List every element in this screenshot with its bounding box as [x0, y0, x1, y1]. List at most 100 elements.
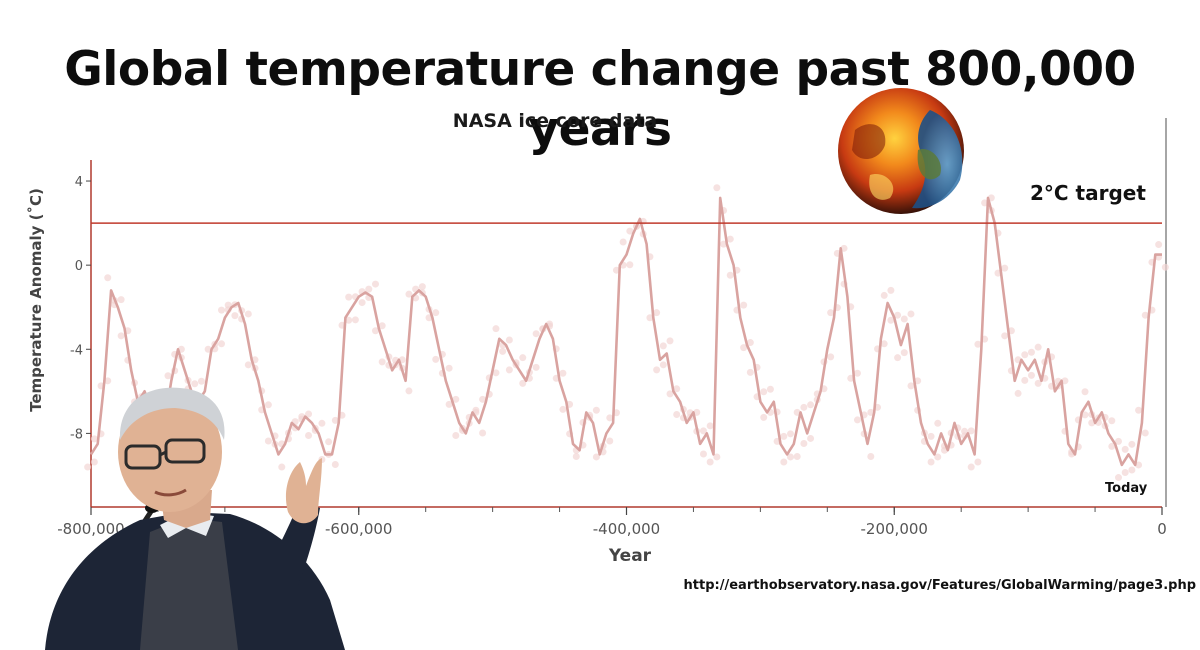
data-point-sample	[499, 347, 507, 355]
data-point-sample	[1021, 351, 1029, 359]
data-point-sample	[1001, 264, 1009, 272]
data-point-sample	[84, 463, 92, 471]
data-point-sample	[1014, 389, 1022, 397]
data-point-sample	[1128, 466, 1136, 474]
data-point-sample	[218, 306, 226, 314]
data-point-sample	[673, 385, 681, 393]
data-point-sample	[318, 419, 326, 427]
data-point-sample	[1061, 377, 1069, 385]
data-point-sample	[740, 344, 748, 352]
x-tick-label: -400,000	[593, 520, 660, 538]
data-point-sample	[559, 369, 567, 377]
data-point-sample	[907, 310, 915, 318]
data-point-sample	[666, 337, 674, 345]
data-point-sample	[619, 238, 627, 246]
data-point-sample	[305, 431, 313, 439]
data-point-sample	[244, 361, 252, 369]
data-point-sample	[1161, 263, 1169, 271]
data-point-sample	[1121, 469, 1129, 477]
data-point-sample	[894, 311, 902, 319]
data-point-sample	[887, 316, 895, 324]
data-point-sample	[432, 355, 440, 363]
data-point-sample	[264, 401, 272, 409]
y-tick-label: 0	[75, 259, 83, 274]
data-point-sample	[405, 387, 413, 395]
data-point-sample	[867, 453, 875, 461]
data-point-sample	[1027, 348, 1035, 356]
data-point-sample	[1114, 437, 1122, 445]
data-point-sample	[793, 453, 801, 461]
data-point-sample	[559, 405, 567, 413]
today-annotation: Today	[1105, 481, 1148, 496]
chart-title: Global temperature change past 800,000 y…	[64, 42, 1136, 157]
data-point-sample	[780, 432, 788, 440]
data-point-sample	[104, 377, 112, 385]
data-point-sample	[479, 395, 487, 403]
data-point-sample	[305, 410, 313, 418]
data-point-sample	[1135, 461, 1143, 469]
data-point-sample	[927, 432, 935, 440]
data-point-sample	[673, 410, 681, 418]
x-tick-label: -800,000	[57, 520, 124, 538]
x-tick-label: -200,000	[861, 520, 928, 538]
data-point-sample	[445, 364, 453, 372]
x-tick-label: -600,000	[325, 520, 392, 538]
data-point-sample	[117, 332, 125, 340]
data-point-sample	[452, 395, 460, 403]
data-point-sample	[746, 339, 754, 347]
data-point-sample	[418, 283, 426, 291]
data-point-sample	[853, 369, 861, 377]
data-point-sample	[659, 361, 667, 369]
data-point-sample	[974, 458, 982, 466]
data-point-sample	[646, 314, 654, 322]
data-point-sample	[1128, 440, 1136, 448]
data-point-sample	[325, 438, 333, 446]
data-point-sample	[492, 325, 500, 333]
data-point-sample	[626, 261, 634, 269]
data-point-sample	[914, 377, 922, 385]
data-point-sample	[572, 453, 580, 461]
data-point-sample	[1141, 311, 1149, 319]
data-point-sample	[760, 388, 768, 396]
data-point-sample	[331, 416, 339, 424]
data-point-sample	[907, 382, 915, 390]
data-point-sample	[659, 342, 667, 350]
data-point-sample	[371, 280, 379, 288]
data-point-sample	[887, 286, 895, 294]
data-point-sample	[1141, 429, 1149, 437]
data-point-sample	[345, 293, 353, 301]
data-point-sample	[1081, 411, 1089, 419]
data-point-sample	[378, 358, 386, 366]
data-point-sample	[472, 406, 480, 414]
data-point-sample	[706, 422, 714, 430]
data-point-sample	[606, 437, 614, 445]
data-point-sample	[452, 431, 460, 439]
data-point-sample	[90, 435, 98, 443]
data-point-sample	[726, 235, 734, 243]
data-point-sample	[699, 450, 707, 458]
data-point-sample	[90, 458, 98, 466]
data-point-sample	[592, 453, 600, 461]
data-point-sample	[351, 316, 359, 324]
data-point-sample	[519, 379, 527, 387]
data-point-sample	[1155, 241, 1163, 249]
data-point-sample	[981, 199, 989, 207]
data-point-sample	[934, 453, 942, 461]
data-point-sample	[505, 366, 513, 374]
data-point-sample	[432, 309, 440, 317]
data-point-sample	[505, 336, 513, 344]
data-point-sample	[967, 463, 975, 471]
data-point-sample	[231, 312, 239, 320]
data-point-sample	[1034, 379, 1042, 387]
data-point-sample	[492, 369, 500, 377]
data-point-sample	[900, 349, 908, 357]
data-point-sample	[371, 327, 379, 335]
data-point-sample	[358, 299, 366, 307]
data-point-sample	[244, 310, 252, 318]
data-point-sample	[827, 353, 835, 361]
data-point-sample	[626, 227, 634, 235]
data-point-sample	[204, 345, 212, 353]
y-tick-label: -4	[70, 343, 83, 358]
data-point-sample	[117, 296, 125, 304]
